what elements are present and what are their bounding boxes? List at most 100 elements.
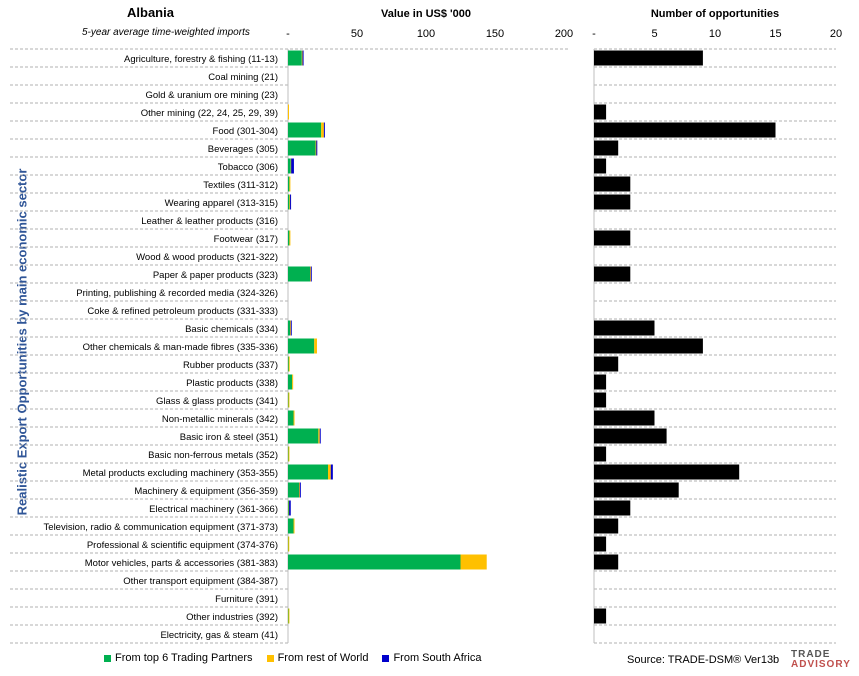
bar-top6-partners <box>288 158 291 174</box>
category-label: Basic non-ferrous metals (352) <box>148 450 278 461</box>
opportunities-bar <box>594 536 607 552</box>
bar-rest-of-world <box>288 446 290 462</box>
legend-label-sa: From South Africa <box>393 652 482 664</box>
opportunities-axis-tick-label: 10 <box>709 28 721 40</box>
opportunities-bar <box>594 518 619 534</box>
category-label: Coal mining (21) <box>208 72 278 83</box>
bar-south-africa <box>299 482 301 498</box>
trade-advisory-logo: TRADE ADVISORY <box>791 650 851 670</box>
bar-rest-of-world <box>288 104 289 120</box>
opportunities-bar <box>594 176 631 192</box>
category-label: Plastic products (338) <box>186 378 278 389</box>
logo-line-2: ADVISORY <box>791 659 851 670</box>
value-axis-tick-label: 150 <box>486 28 504 40</box>
bar-rest-of-world <box>293 410 295 426</box>
opportunities-bar <box>594 356 619 372</box>
opportunities-bar <box>594 50 703 66</box>
opportunities-bar <box>594 122 776 138</box>
opportunities-bar <box>594 500 631 516</box>
value-axis-tick-label: - <box>286 28 290 40</box>
bar-rest-of-world <box>321 122 324 138</box>
bar-top6-partners <box>288 50 302 66</box>
opportunities-bar <box>594 428 667 444</box>
bar-rest-of-world <box>315 140 317 156</box>
bar-rest-of-world <box>288 392 290 408</box>
category-label: Other chemicals & man-made fibres (335-3… <box>83 342 278 353</box>
legend-swatch-top6 <box>104 654 111 662</box>
bar-top6-partners <box>288 320 291 336</box>
bar-south-africa <box>330 464 333 480</box>
bar-rest-of-world <box>293 518 295 534</box>
opportunities-bar <box>594 158 607 174</box>
bar-rest-of-world <box>289 176 291 192</box>
bar-top6-partners <box>288 194 290 210</box>
bar-rest-of-world <box>288 356 290 372</box>
category-label: Professional & scientific equipment (374… <box>87 540 278 551</box>
opportunities-bar <box>594 464 740 480</box>
logo-line-1: TRADE <box>791 649 831 660</box>
bar-south-africa <box>323 122 325 138</box>
opportunities-chart-title: Number of opportunities <box>650 8 780 20</box>
bar-top6-partners <box>288 176 290 192</box>
category-label: Motor vehicles, parts & accessories (381… <box>85 558 278 569</box>
opportunities-bar <box>594 338 703 354</box>
value-axis-tick-label: 200 <box>555 28 573 40</box>
opportunities-bar <box>594 410 655 426</box>
bar-rest-of-world <box>288 608 290 624</box>
category-label: Basic chemicals (334) <box>185 324 278 335</box>
category-label: Other transport equipment (384-387) <box>123 576 278 587</box>
value-chart-title: Value in US$ '000 <box>380 8 472 20</box>
bar-top6-partners <box>288 482 300 498</box>
opportunities-bar <box>594 230 631 246</box>
bar-south-africa <box>310 266 312 282</box>
category-label: Basic iron & steel (351) <box>180 432 278 443</box>
legend-label-top6: From top 6 Trading Partners <box>115 652 253 664</box>
legend: From top 6 Trading Partners From rest of… <box>104 652 481 664</box>
opportunities-bar <box>594 140 619 156</box>
category-label: Tobacco (306) <box>218 162 278 173</box>
bar-top6-partners <box>288 554 461 570</box>
category-label: Printing, publishing & recorded media (3… <box>76 288 278 299</box>
category-label: Electrical machinery (361-366) <box>149 504 278 515</box>
opportunities-bar <box>594 320 655 336</box>
category-label: Leather & leather products (316) <box>141 216 278 227</box>
bar-south-africa <box>290 320 292 336</box>
category-label: Electricity, gas & steam (41) <box>160 630 278 641</box>
bar-rest-of-world <box>310 266 312 282</box>
bar-south-africa <box>289 500 291 516</box>
bar-rest-of-world <box>301 50 303 66</box>
opportunities-bar <box>594 482 679 498</box>
value-axis-tick-label: 50 <box>351 28 363 40</box>
opportunities-bar <box>594 104 607 120</box>
source-note: Source: TRADE-DSM® Ver13b <box>627 654 780 666</box>
category-label: Textiles (311-312) <box>203 180 278 191</box>
category-label: Beverages (305) <box>208 144 278 155</box>
bar-top6-partners <box>288 518 294 534</box>
opportunities-axis-tick-label: 5 <box>651 28 657 40</box>
category-label: Rubber products (337) <box>183 360 278 371</box>
opportunities-axis-tick-label: - <box>592 28 596 40</box>
opportunities-bar <box>594 554 619 570</box>
category-label: Coke & refined petroleum products (331-3… <box>87 306 278 317</box>
bar-rest-of-world <box>288 536 290 552</box>
bar-south-africa <box>319 428 321 444</box>
category-label: Food (301-304) <box>213 126 278 137</box>
bar-south-africa <box>291 158 294 174</box>
opportunities-bar <box>594 194 631 210</box>
bar-rest-of-world <box>460 554 487 570</box>
category-label: Non-metallic minerals (342) <box>162 414 278 425</box>
bar-top6-partners <box>288 464 329 480</box>
bar-top6-partners <box>288 410 294 426</box>
legend-swatch-rest <box>266 654 274 662</box>
category-label: Metal products excluding machinery (353-… <box>83 468 278 479</box>
bar-top6-partners <box>288 428 319 444</box>
bar-rest-of-world <box>314 338 317 354</box>
opportunities-axis-tick-label: 15 <box>769 28 781 40</box>
opportunities-bar <box>594 392 607 408</box>
bar-rest-of-world <box>289 194 291 210</box>
bar-top6-partners <box>288 230 290 246</box>
legend-item-sa: From South Africa <box>382 652 481 664</box>
category-label: Furniture (391) <box>215 594 278 605</box>
bar-rest-of-world <box>299 482 301 498</box>
